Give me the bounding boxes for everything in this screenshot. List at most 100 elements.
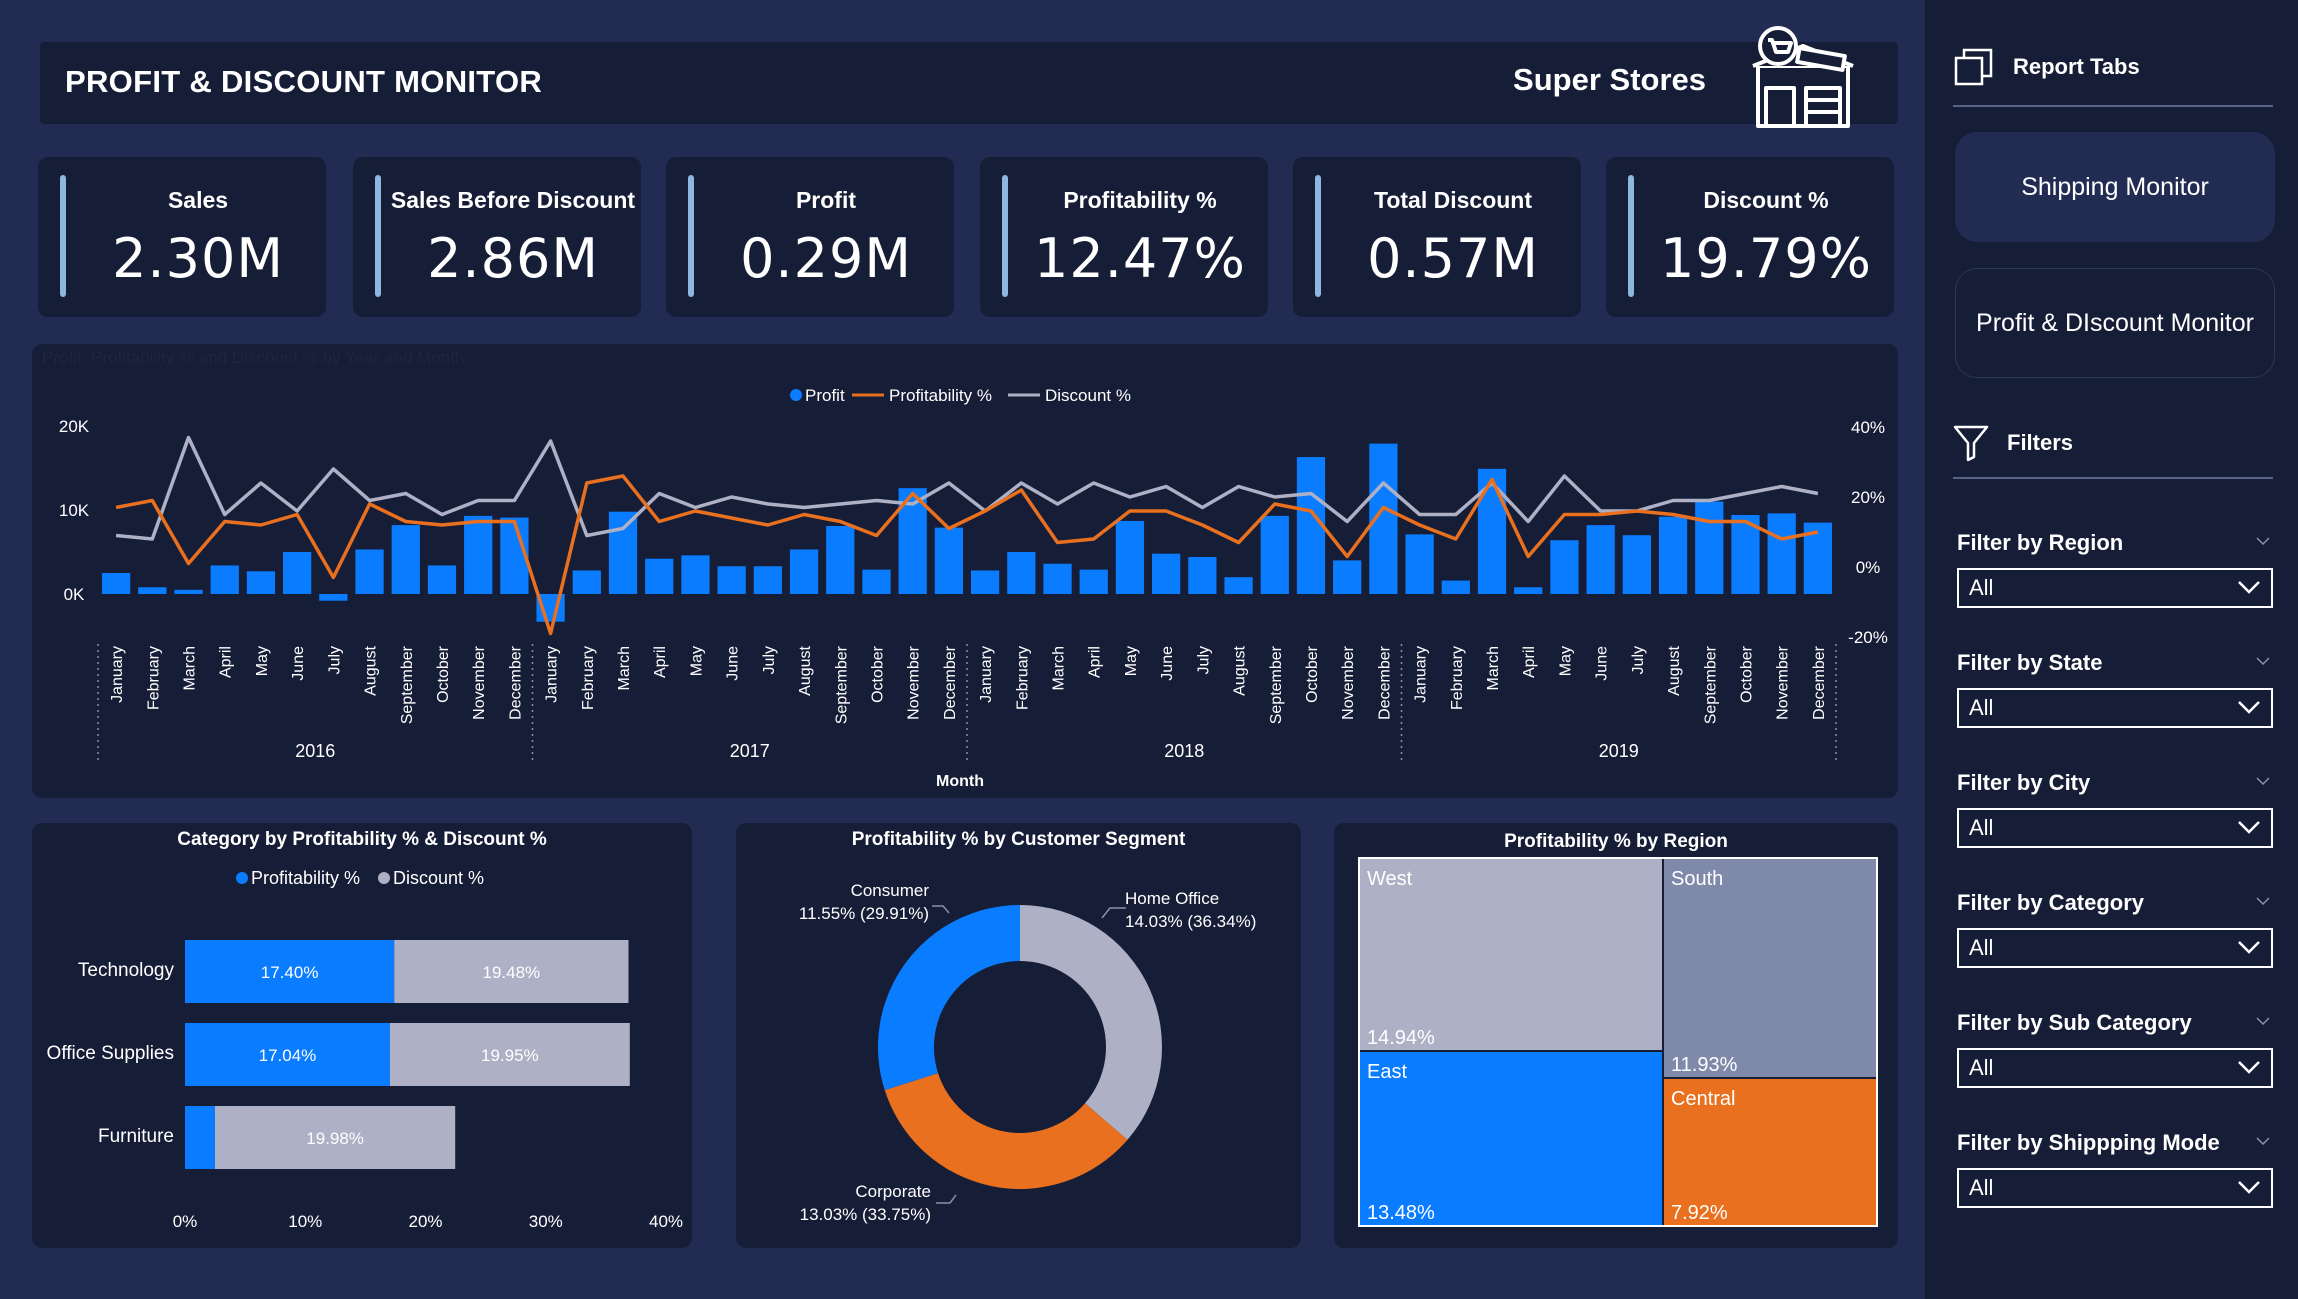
profit-bar[interactable] bbox=[1115, 520, 1145, 594]
profit-bar[interactable] bbox=[1658, 516, 1688, 594]
month-tick: January bbox=[544, 646, 561, 703]
profit-bar[interactable] bbox=[174, 589, 203, 594]
profitability-line[interactable] bbox=[115, 474, 1819, 636]
profit-bar[interactable] bbox=[645, 558, 674, 594]
profit-bar[interactable] bbox=[1622, 535, 1651, 594]
profit-bar[interactable] bbox=[1767, 513, 1796, 594]
profitability-bar[interactable] bbox=[185, 1023, 390, 1086]
treemap-cell[interactable] bbox=[1360, 859, 1662, 1050]
discount-bar[interactable] bbox=[394, 940, 629, 1003]
profit-bar[interactable] bbox=[1043, 563, 1072, 594]
profit-bar[interactable] bbox=[608, 511, 638, 594]
chevron-down-icon bbox=[2238, 1181, 2260, 1194]
chevron-down-icon[interactable] bbox=[2256, 1014, 2270, 1028]
nav-shipping-monitor-button[interactable]: Shipping Monitor bbox=[1955, 132, 2275, 242]
profit-bar[interactable] bbox=[210, 565, 239, 594]
divider bbox=[1953, 477, 2273, 479]
chevron-down-icon[interactable] bbox=[2256, 894, 2270, 908]
slice-label: Home Office bbox=[1125, 889, 1219, 908]
profit-bar[interactable] bbox=[246, 571, 276, 594]
donut-slice[interactable] bbox=[878, 905, 1020, 1091]
region-value-label: 11.93% bbox=[1671, 1054, 1738, 1076]
profit-bar[interactable] bbox=[753, 566, 782, 594]
chevron-down-icon[interactable] bbox=[2256, 534, 2270, 548]
x-tick: 0% bbox=[173, 1212, 198, 1231]
profit-bar[interactable] bbox=[138, 587, 167, 594]
filter-dropdown[interactable]: All bbox=[1957, 808, 2273, 848]
report-canvas: PROFIT & DISCOUNT MONITOR Super Stores S… bbox=[32, 26, 1898, 1248]
profit-bar[interactable] bbox=[1188, 557, 1217, 594]
filter-dropdown[interactable]: All bbox=[1957, 1048, 2273, 1088]
funnel-icon bbox=[1953, 425, 1989, 462]
profit-bar[interactable] bbox=[1586, 525, 1615, 594]
profit-bar[interactable] bbox=[1441, 580, 1470, 594]
donut-slice[interactable] bbox=[1020, 905, 1162, 1140]
y-left-tick: 10K bbox=[59, 501, 90, 520]
segment-donut-chart: Home Office 14.03% (36.34%) Corporate 13.03… bbox=[799, 881, 1256, 1224]
profit-bar[interactable] bbox=[1405, 534, 1434, 594]
profit-bar[interactable] bbox=[1007, 552, 1036, 594]
profit-bar[interactable] bbox=[826, 525, 855, 594]
profit-bar[interactable] bbox=[283, 552, 312, 594]
filter-dropdown[interactable]: All bbox=[1957, 568, 2273, 608]
profit-bar[interactable] bbox=[355, 549, 384, 594]
treemap-cell[interactable] bbox=[1664, 859, 1876, 1077]
slice-value-label: 13.03% (33.75%) bbox=[800, 1205, 931, 1224]
profit-bar[interactable] bbox=[1152, 553, 1181, 594]
profit-bar[interactable] bbox=[1224, 577, 1253, 594]
nav-profit-discount-monitor-button[interactable]: Profit & DIscount Monitor bbox=[1955, 268, 2275, 378]
month-tick: August bbox=[1232, 645, 1249, 695]
month-tick: April bbox=[1521, 646, 1538, 678]
discount-bar[interactable] bbox=[389, 1023, 630, 1086]
bar-data-label: 19.95% bbox=[481, 1046, 539, 1065]
profit-bar[interactable] bbox=[101, 573, 131, 594]
chevron-down-icon[interactable] bbox=[2256, 654, 2270, 668]
profit-bar[interactable] bbox=[572, 570, 601, 594]
chevron-down-icon[interactable] bbox=[2256, 1134, 2270, 1148]
profitability-bar[interactable] bbox=[185, 1106, 215, 1169]
profit-bar[interactable] bbox=[319, 594, 348, 601]
profit-bar[interactable] bbox=[1695, 501, 1724, 594]
leader-line bbox=[1101, 907, 1126, 919]
profit-bar[interactable] bbox=[1550, 540, 1579, 594]
month-tick: July bbox=[761, 646, 778, 674]
month-tick: December bbox=[507, 645, 524, 719]
profit-bar[interactable] bbox=[391, 525, 420, 594]
profit-bar[interactable] bbox=[1260, 515, 1289, 594]
filter-dropdown[interactable]: All bbox=[1957, 688, 2273, 728]
profit-bar[interactable] bbox=[862, 569, 891, 594]
profit-bar[interactable] bbox=[427, 565, 457, 594]
profit-bar[interactable] bbox=[789, 549, 819, 594]
month-tick: August bbox=[1666, 645, 1683, 695]
profit-bar[interactable] bbox=[934, 527, 964, 594]
combo-chart-title: Profit, Profitability % and Discount % b… bbox=[42, 348, 465, 367]
profit-bar[interactable] bbox=[464, 515, 493, 594]
profit-bars bbox=[101, 443, 1833, 622]
discount-line[interactable] bbox=[115, 435, 1819, 541]
profit-bar[interactable] bbox=[1477, 468, 1507, 594]
month-tick: September bbox=[399, 645, 416, 724]
filters-heading: Filters bbox=[1953, 424, 2073, 462]
month-tick: November bbox=[1340, 645, 1357, 719]
profit-bar[interactable] bbox=[1731, 515, 1760, 594]
profit-bar[interactable] bbox=[717, 566, 746, 594]
x-tick: 10% bbox=[288, 1212, 322, 1231]
legend-label: Profit bbox=[805, 386, 845, 405]
treemap-cell[interactable] bbox=[1664, 1079, 1876, 1225]
filter-dropdown[interactable]: All bbox=[1957, 928, 2273, 968]
filter-dropdown[interactable]: All bbox=[1957, 1168, 2273, 1208]
month-tick: April bbox=[1087, 646, 1104, 678]
month-tick: February bbox=[1014, 646, 1031, 710]
chevron-down-icon[interactable] bbox=[2256, 774, 2270, 788]
filter-label: Filter by Shippping Mode bbox=[1957, 1130, 2220, 1155]
profit-bar[interactable] bbox=[1079, 569, 1108, 594]
discount-bar[interactable] bbox=[214, 1106, 456, 1169]
profitability-bar[interactable] bbox=[185, 940, 395, 1003]
treemap-cell[interactable] bbox=[1360, 1052, 1662, 1225]
profit-bar[interactable] bbox=[681, 555, 710, 594]
profit-bar[interactable] bbox=[970, 570, 1000, 594]
profit-bar[interactable] bbox=[1333, 560, 1362, 594]
profit-bar[interactable] bbox=[1514, 587, 1543, 594]
donut-slice[interactable] bbox=[884, 1073, 1128, 1189]
legend-swatch-profitability bbox=[236, 872, 248, 884]
